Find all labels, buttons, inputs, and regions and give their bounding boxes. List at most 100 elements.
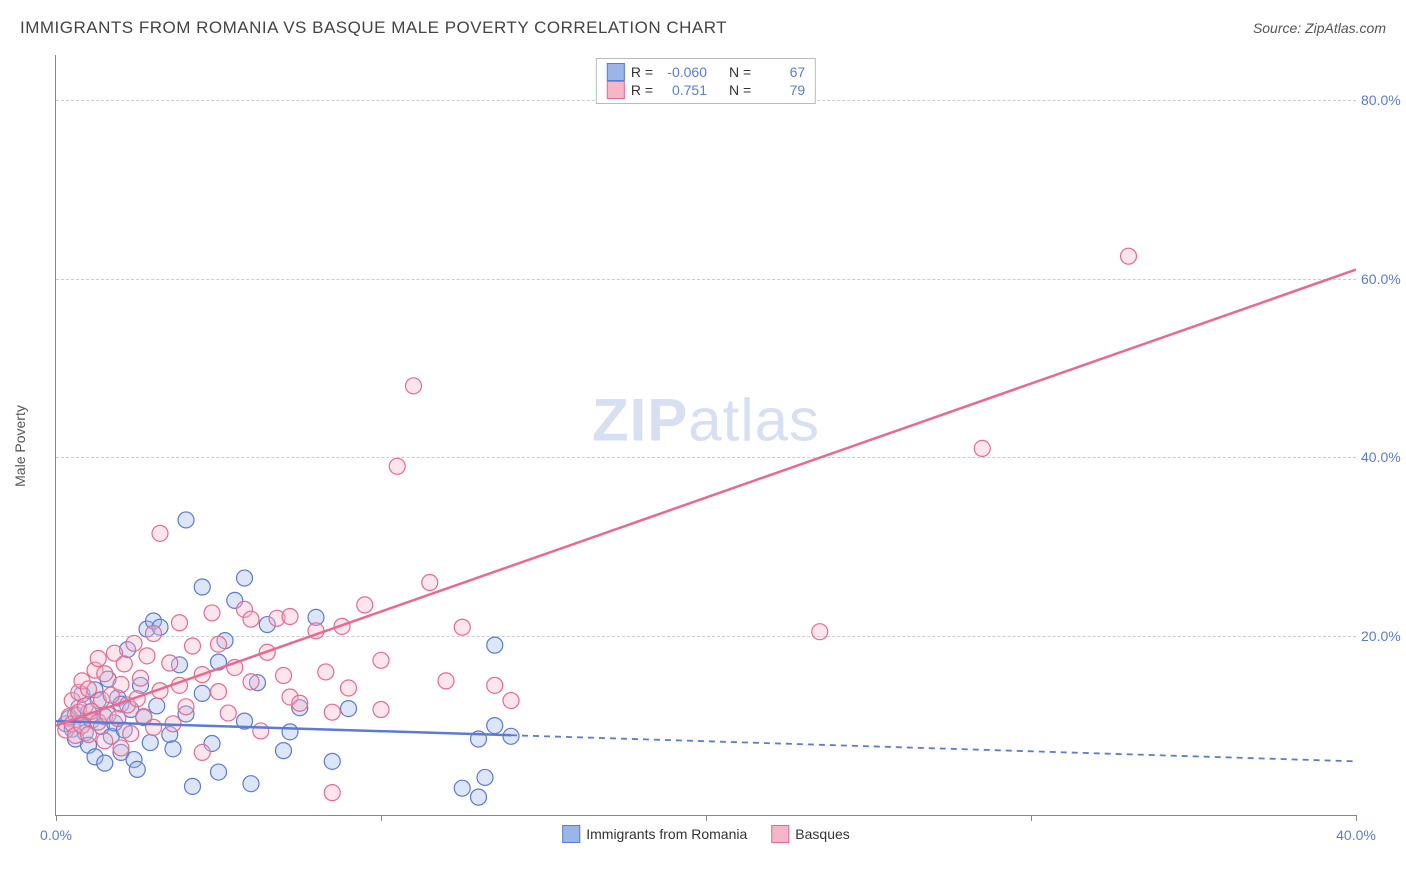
r-value-2: 0.751 [659, 82, 707, 98]
trend-line [56, 270, 1356, 726]
data-point [204, 605, 220, 621]
data-point [194, 579, 210, 595]
swatch-series1 [607, 63, 625, 81]
data-point [237, 570, 253, 586]
data-point [211, 764, 227, 780]
data-point [243, 776, 259, 792]
data-point [126, 635, 142, 651]
n-value-1: 67 [757, 64, 805, 80]
n-value-2: 79 [757, 82, 805, 98]
data-point [194, 744, 210, 760]
data-point [123, 726, 139, 742]
data-point [324, 785, 340, 801]
data-point [97, 733, 113, 749]
data-point [471, 789, 487, 805]
data-point [292, 695, 308, 711]
data-point [129, 761, 145, 777]
data-point [454, 619, 470, 635]
chart-title: IMMIGRANTS FROM ROMANIA VS BASQUE MALE P… [20, 18, 727, 38]
data-point [357, 597, 373, 613]
data-point [133, 670, 149, 686]
legend-item-1: Immigrants from Romania [562, 825, 747, 843]
data-point [149, 698, 165, 714]
data-point [139, 648, 155, 664]
data-point [974, 440, 990, 456]
data-point [812, 624, 828, 640]
data-point [487, 677, 503, 693]
data-point [243, 674, 259, 690]
x-tick [56, 815, 57, 821]
correlation-legend: R = -0.060 N = 67 R = 0.751 N = 79 [596, 58, 816, 104]
data-point [243, 611, 259, 627]
data-point [487, 637, 503, 653]
legend-label-2: Basques [795, 826, 849, 842]
data-point [282, 724, 298, 740]
data-point [146, 719, 162, 735]
data-point [454, 780, 470, 796]
data-point [324, 753, 340, 769]
data-point [503, 728, 519, 744]
data-point [276, 743, 292, 759]
data-point [178, 512, 194, 528]
swatch-series2-bottom [771, 825, 789, 843]
legend-item-2: Basques [771, 825, 849, 843]
data-point [152, 525, 168, 541]
data-point [178, 699, 194, 715]
r-label-2: R = [631, 82, 653, 98]
swatch-series1-bottom [562, 825, 580, 843]
data-point [194, 685, 210, 701]
trend-line-dashed [511, 735, 1356, 761]
x-tick-label: 0.0% [40, 827, 72, 843]
data-point [324, 704, 340, 720]
x-tick [706, 815, 707, 821]
data-point [172, 615, 188, 631]
data-point [276, 668, 292, 684]
data-point [211, 636, 227, 652]
data-point [373, 652, 389, 668]
x-tick [381, 815, 382, 821]
data-point [487, 718, 503, 734]
x-tick [1031, 815, 1032, 821]
data-point [97, 666, 113, 682]
y-tick-label: 20.0% [1361, 628, 1406, 644]
x-tick [1356, 815, 1357, 821]
r-value-1: -0.060 [659, 64, 707, 80]
n-label-2: N = [729, 82, 751, 98]
data-point [341, 701, 357, 717]
data-point [185, 778, 201, 794]
data-point [97, 755, 113, 771]
data-point [341, 680, 357, 696]
data-point [113, 676, 129, 692]
data-point [282, 609, 298, 625]
y-tick-label: 40.0% [1361, 449, 1406, 465]
n-label-1: N = [729, 64, 751, 80]
data-point [211, 684, 227, 700]
y-tick-label: 60.0% [1361, 271, 1406, 287]
series-legend: Immigrants from Romania Basques [562, 825, 850, 843]
data-point [1121, 248, 1137, 264]
data-point [113, 740, 129, 756]
data-point [389, 458, 405, 474]
data-point [503, 693, 519, 709]
data-point [81, 681, 97, 697]
data-point [477, 769, 493, 785]
data-point [373, 701, 389, 717]
legend-row-series1: R = -0.060 N = 67 [607, 63, 805, 81]
data-point [90, 651, 106, 667]
data-point [162, 655, 178, 671]
data-point [438, 673, 454, 689]
data-point [406, 378, 422, 394]
data-point [142, 735, 158, 751]
x-tick-label: 40.0% [1336, 827, 1376, 843]
legend-label-1: Immigrants from Romania [586, 826, 747, 842]
data-point [185, 638, 201, 654]
y-axis-label: Male Poverty [12, 405, 28, 487]
legend-row-series2: R = 0.751 N = 79 [607, 81, 805, 99]
r-label-1: R = [631, 64, 653, 80]
y-tick-label: 80.0% [1361, 92, 1406, 108]
data-point [318, 664, 334, 680]
data-point [253, 723, 269, 739]
data-point [165, 741, 181, 757]
data-point [146, 625, 162, 641]
source-label: Source: ZipAtlas.com [1253, 20, 1386, 36]
